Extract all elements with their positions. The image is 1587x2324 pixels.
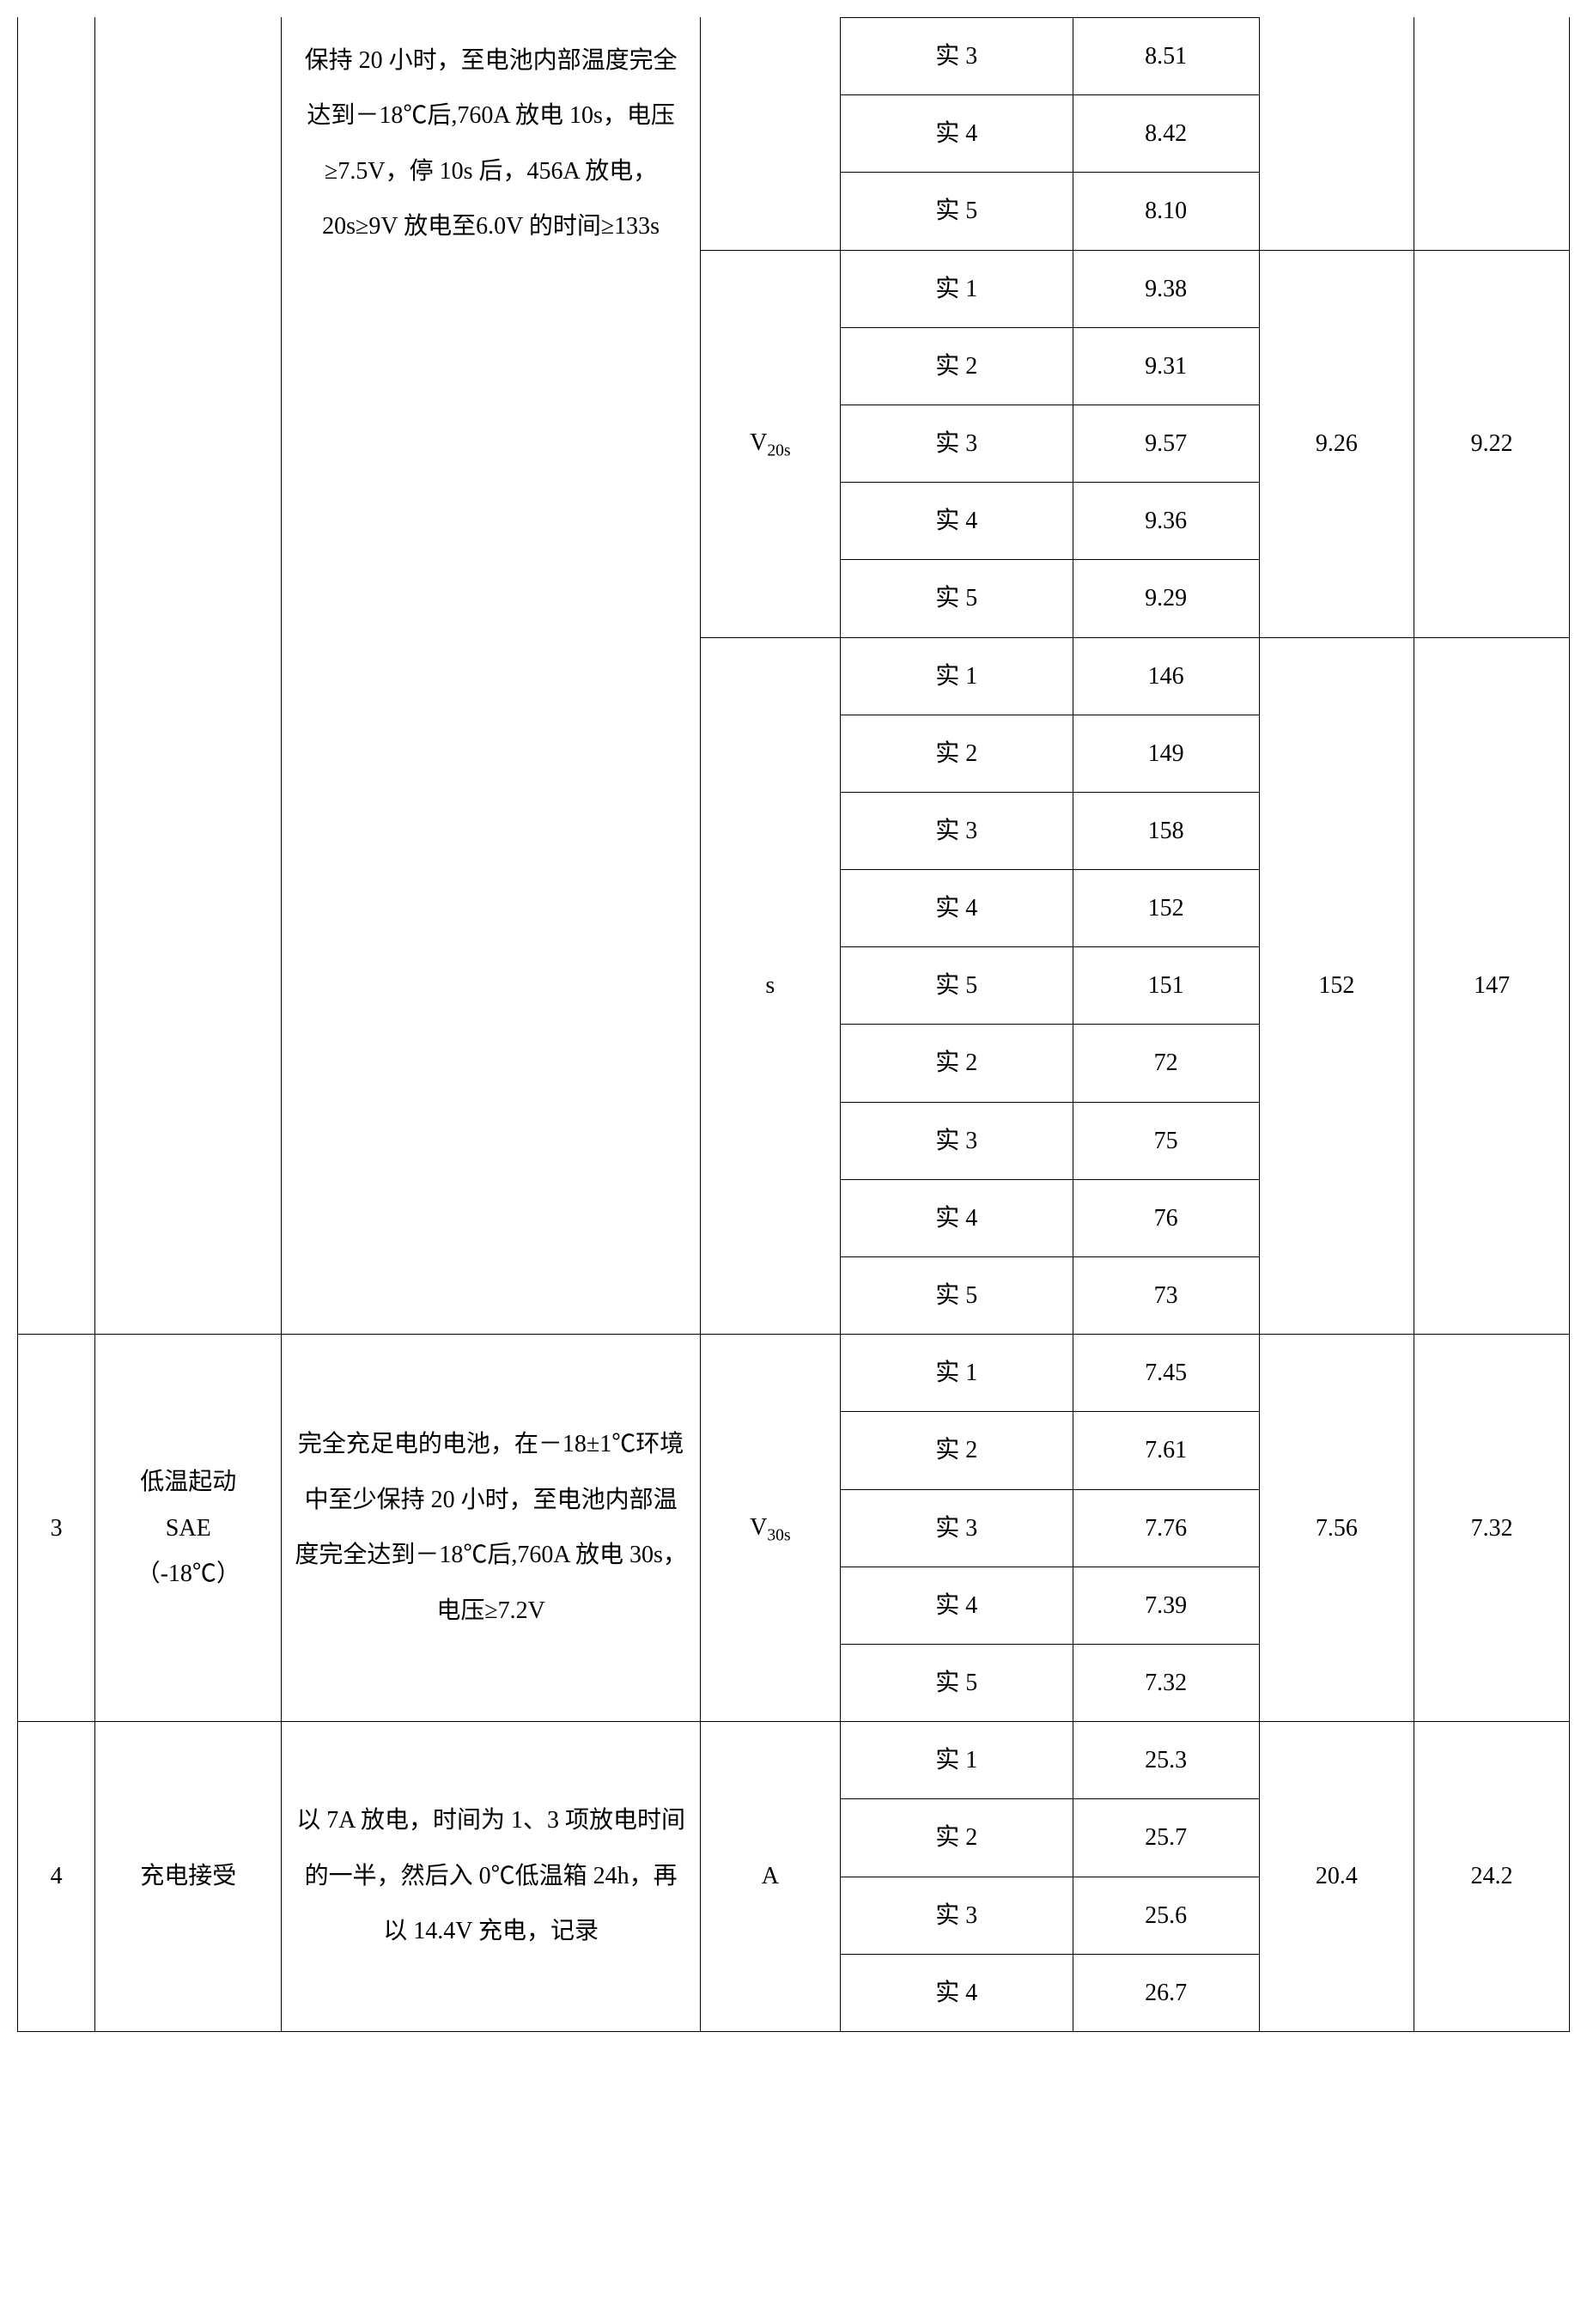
test-desc-4: 以 7A 放电，时间为 1、3 项放电时间的一半，然后入 0℃低温箱 24h，再… (282, 1722, 701, 2032)
test-title-3: 低温起动 SAE （-18℃） (95, 1335, 282, 1722)
test-number-cont (18, 18, 95, 1335)
sample-value: 7.45 (1073, 1335, 1259, 1412)
sample-value: 149 (1073, 715, 1259, 792)
sample-label: 实 3 (840, 1102, 1073, 1179)
sample-value: 73 (1073, 1257, 1259, 1335)
sample-value: 25.3 (1073, 1722, 1259, 1799)
sample-label: 实 3 (840, 405, 1073, 482)
avg1-a: 20.4 (1259, 1722, 1414, 2032)
avg1-cont (1259, 18, 1414, 251)
sample-value: 7.32 (1073, 1644, 1259, 1721)
sample-label: 实 2 (840, 327, 1073, 405)
sample-label: 实 3 (840, 1489, 1073, 1567)
sample-value: 9.29 (1073, 560, 1259, 637)
unit-s: s (701, 637, 841, 1335)
unit-cell-cont (701, 18, 841, 251)
data-table: 保持 20 小时，至电池内部温度完全达到－18℃后,760A 放电 10s，电压… (17, 17, 1570, 2032)
sample-label: 实 5 (840, 947, 1073, 1025)
sample-value: 152 (1073, 870, 1259, 947)
sample-value: 25.7 (1073, 1799, 1259, 1877)
avg1-v30s: 7.56 (1259, 1335, 1414, 1722)
sample-label: 实 2 (840, 1799, 1073, 1877)
sample-value: 9.36 (1073, 483, 1259, 560)
sample-label: 实 3 (840, 1877, 1073, 1954)
test-number-3: 3 (18, 1335, 95, 1722)
sample-label: 实 4 (840, 870, 1073, 947)
test-number-4: 4 (18, 1722, 95, 2032)
avg2-v30s: 7.32 (1414, 1335, 1570, 1722)
sample-value: 9.38 (1073, 250, 1259, 327)
avg2-v20s: 9.22 (1414, 250, 1570, 637)
sample-value: 8.51 (1073, 18, 1259, 95)
sample-label: 实 1 (840, 637, 1073, 715)
test-desc-3: 完全充足电的电池，在－18±1℃环境中至少保持 20 小时，至电池内部温度完全达… (282, 1335, 701, 1722)
sample-label: 实 2 (840, 1025, 1073, 1102)
sample-label: 实 4 (840, 1179, 1073, 1256)
sample-value: 9.57 (1073, 405, 1259, 482)
unit-v30s: V30s (701, 1335, 841, 1722)
sample-label: 实 4 (840, 95, 1073, 173)
sample-label: 实 5 (840, 560, 1073, 637)
avg2-a: 24.2 (1414, 1722, 1570, 2032)
sample-label: 实 4 (840, 1954, 1073, 2031)
sample-label: 实 2 (840, 715, 1073, 792)
unit-v20s: V20s (701, 250, 841, 637)
sample-label: 实 5 (840, 1644, 1073, 1721)
sample-value: 151 (1073, 947, 1259, 1025)
sample-label: 实 1 (840, 1722, 1073, 1799)
test-title-cont (95, 18, 282, 1335)
avg2-s: 147 (1414, 637, 1570, 1335)
sample-value: 8.10 (1073, 173, 1259, 250)
avg1-s: 152 (1259, 637, 1414, 1335)
sample-label: 实 5 (840, 173, 1073, 250)
sample-value: 75 (1073, 1102, 1259, 1179)
sample-value: 72 (1073, 1025, 1259, 1102)
sample-value: 76 (1073, 1179, 1259, 1256)
sample-value: 25.6 (1073, 1877, 1259, 1954)
test-title-4: 充电接受 (95, 1722, 282, 2032)
sample-value: 7.76 (1073, 1489, 1259, 1567)
sample-label: 实 5 (840, 1257, 1073, 1335)
sample-value: 9.31 (1073, 327, 1259, 405)
sample-value: 8.42 (1073, 95, 1259, 173)
sample-value: 7.39 (1073, 1567, 1259, 1644)
sample-value: 26.7 (1073, 1954, 1259, 2031)
sample-label: 实 3 (840, 792, 1073, 869)
unit-a: A (701, 1722, 841, 2032)
sample-label: 实 4 (840, 1567, 1073, 1644)
sample-label: 实 1 (840, 1335, 1073, 1412)
sample-value: 7.61 (1073, 1412, 1259, 1489)
avg1-v20s: 9.26 (1259, 250, 1414, 637)
sample-value: 146 (1073, 637, 1259, 715)
sample-label: 实 1 (840, 250, 1073, 327)
test-desc-1: 保持 20 小时，至电池内部温度完全达到－18℃后,760A 放电 10s，电压… (282, 18, 701, 1335)
sample-value: 158 (1073, 792, 1259, 869)
sample-label: 实 2 (840, 1412, 1073, 1489)
avg2-cont (1414, 18, 1570, 251)
sample-label: 实 4 (840, 483, 1073, 560)
sample-label: 实 3 (840, 18, 1073, 95)
